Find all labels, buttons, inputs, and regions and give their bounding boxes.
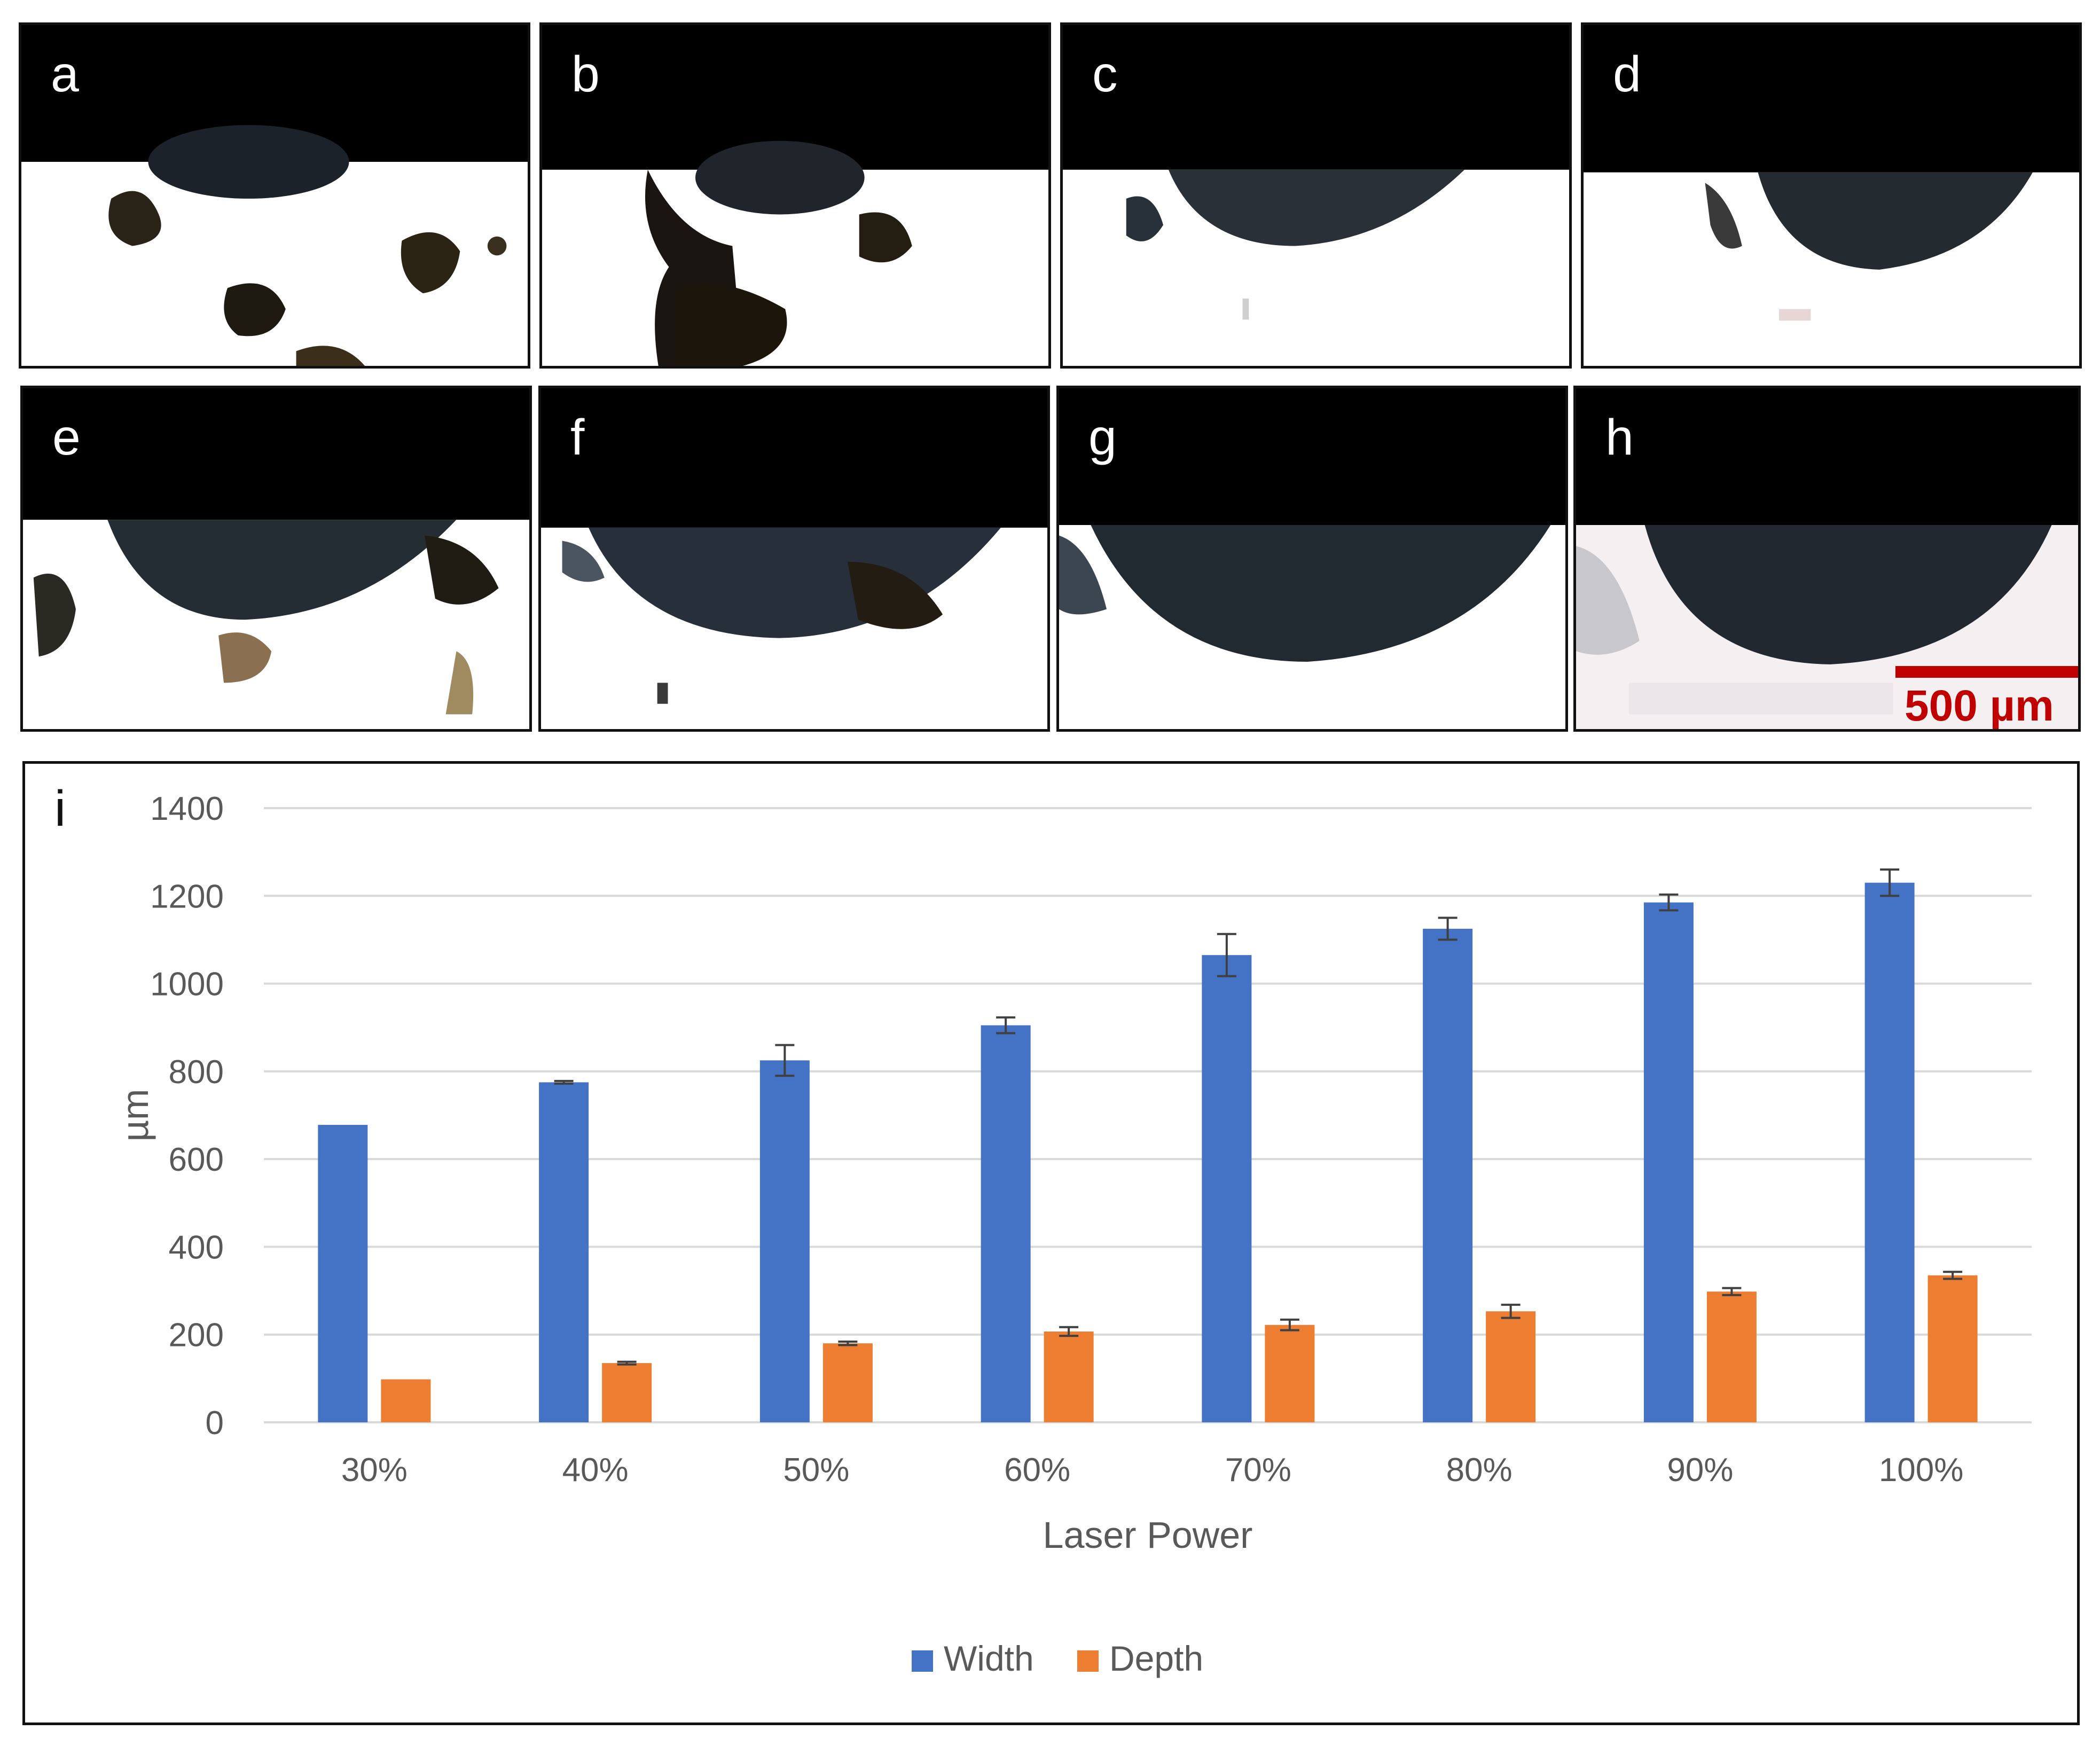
x-tick-label: 90%: [1667, 1452, 1733, 1489]
bar-depth: [1265, 1325, 1315, 1422]
bar-chart: 0 200 400 600 800 1000 1200 1400 30% 40% 50% 60% 70%…: [114, 790, 2032, 1678]
x-tick-label: 40%: [562, 1452, 629, 1489]
micrograph-image: [1576, 524, 2078, 729]
bar-width: [318, 1125, 368, 1422]
micrograph-panel-d: d: [1581, 22, 2082, 369]
bar-depth: [1486, 1311, 1536, 1422]
y-tick-label: 400: [169, 1229, 224, 1266]
x-tick-label: 50%: [783, 1452, 849, 1489]
micrograph-panel-a: a: [19, 22, 530, 369]
x-tick-label: 60%: [1004, 1452, 1070, 1489]
y-axis-title: µm: [114, 1089, 156, 1142]
x-tick-label: 100%: [1879, 1452, 1964, 1489]
micrograph-panel-h: h 500 µm: [1573, 386, 2081, 732]
micrograph-image: [1584, 172, 2079, 366]
micrograph-panel-g: g: [1056, 386, 1568, 732]
panel-label: d: [1613, 46, 1641, 103]
x-tick-label: 30%: [341, 1452, 408, 1489]
micrograph-panel-e: e: [20, 386, 532, 732]
bar-width: [759, 1060, 810, 1422]
micrograph-panel-c: c: [1060, 22, 1572, 369]
legend-label-width: Width: [944, 1639, 1034, 1678]
micrograph-image: [21, 125, 528, 366]
panel-label: c: [1092, 46, 1118, 103]
bar-width: [981, 1025, 1031, 1422]
bar-width: [1423, 928, 1473, 1422]
x-tick-label: 80%: [1446, 1452, 1513, 1489]
legend-swatch-depth: [1077, 1650, 1099, 1672]
panel-label: e: [52, 409, 81, 466]
micrograph-panel-b: b: [539, 22, 1051, 369]
bar-width: [1864, 882, 1915, 1422]
panel-label: i: [54, 780, 66, 837]
micrograph-image: [1059, 524, 1565, 729]
x-axis-title: Laser Power: [1043, 1514, 1253, 1556]
panel-label: g: [1088, 409, 1117, 466]
bar-width: [1202, 955, 1252, 1422]
micrograph-image: [23, 520, 529, 729]
bar-depth: [381, 1379, 431, 1422]
legend-label-depth: Depth: [1109, 1639, 1203, 1678]
y-tick-label: 1400: [150, 790, 224, 827]
micrograph-image: [542, 140, 1048, 366]
y-tick-label: 600: [169, 1141, 224, 1178]
y-tick-label: 0: [206, 1405, 224, 1442]
micrograph-image: [541, 527, 1047, 729]
micrograph-panel-f: f: [538, 386, 1050, 732]
panel-label: b: [571, 46, 600, 103]
scale-bar-label: 500 µm: [1905, 682, 2054, 730]
y-tick-label: 200: [169, 1317, 224, 1354]
y-tick-label: 1200: [150, 878, 224, 915]
bar-depth: [822, 1343, 873, 1422]
y-tick-label: 800: [169, 1054, 224, 1091]
bar-depth: [1706, 1291, 1757, 1422]
bar-depth: [1927, 1275, 1978, 1422]
y-tick-label: 1000: [150, 966, 224, 1003]
scale-bar: [1895, 666, 2078, 678]
micrograph-image: [1063, 169, 1569, 366]
legend-swatch-width: [912, 1650, 933, 1672]
panel-label: f: [570, 409, 585, 466]
bar-depth: [1044, 1331, 1094, 1422]
panel-label: h: [1605, 409, 1634, 466]
chart-panel: i 0 200 400 600 800 1000 1200 1400 30% 40% 50% 60% 7…: [22, 761, 2080, 1725]
bar-depth: [602, 1363, 652, 1422]
bar-width: [1643, 902, 1694, 1422]
panel-label: a: [51, 46, 79, 103]
x-tick-label: 70%: [1225, 1452, 1291, 1489]
bar-width: [539, 1082, 589, 1422]
